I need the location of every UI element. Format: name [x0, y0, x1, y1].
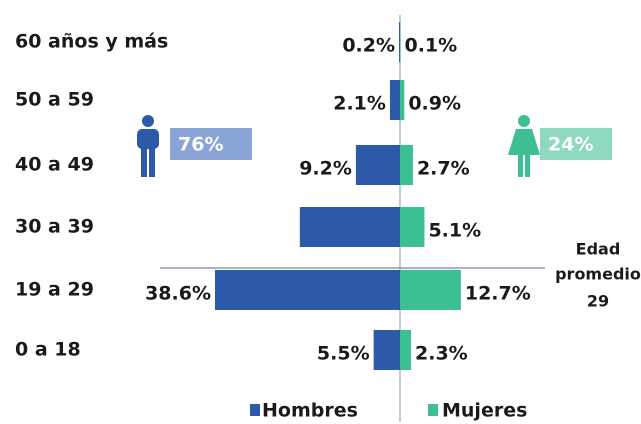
- legend-swatch: [428, 404, 438, 416]
- category-label: 50 a 59: [15, 89, 94, 111]
- value-label: 12.7%: [465, 283, 531, 305]
- value-label: 0.1%: [404, 35, 457, 57]
- share-label: 24%: [548, 134, 593, 156]
- bar: [373, 330, 400, 370]
- value-label: 0.9%: [408, 93, 461, 115]
- legend-label: Mujeres: [442, 400, 527, 422]
- bar: [400, 270, 461, 310]
- bar: [400, 330, 412, 370]
- value-label: 38.6%: [145, 283, 211, 305]
- category-label: 0 a 18: [15, 339, 81, 361]
- category-label: 40 a 49: [15, 154, 94, 176]
- category-label: 30 a 39: [15, 216, 94, 238]
- bar: [355, 145, 400, 185]
- bar: [400, 80, 405, 120]
- value-label: 2.3%: [415, 343, 468, 365]
- value-label: 9.2%: [299, 158, 352, 180]
- value-label: 2.7%: [417, 158, 470, 180]
- average-age-label: promedio: [555, 265, 641, 284]
- value-label: 5.5%: [317, 343, 370, 365]
- share-box: [170, 128, 252, 160]
- female-icon: [508, 115, 540, 177]
- bar: [400, 207, 425, 247]
- value-label: 0.2%: [342, 35, 395, 57]
- bar: [399, 22, 400, 62]
- value-label: 5.1%: [428, 220, 481, 242]
- bar: [215, 270, 400, 310]
- bar: [400, 145, 413, 185]
- bar: [389, 80, 400, 120]
- legend-swatch: [250, 404, 260, 416]
- legend-label: Hombres: [262, 400, 358, 422]
- category-label: 60 años y más: [15, 31, 168, 53]
- value-label: 2.1%: [333, 93, 386, 115]
- male-icon: [137, 115, 159, 177]
- average-age-value: 29: [587, 292, 609, 311]
- category-label: 19 a 29: [15, 279, 94, 301]
- share-label: 76%: [178, 134, 223, 156]
- bar: [299, 207, 400, 247]
- share-box: [540, 128, 612, 160]
- average-age-label: Edad: [576, 240, 621, 259]
